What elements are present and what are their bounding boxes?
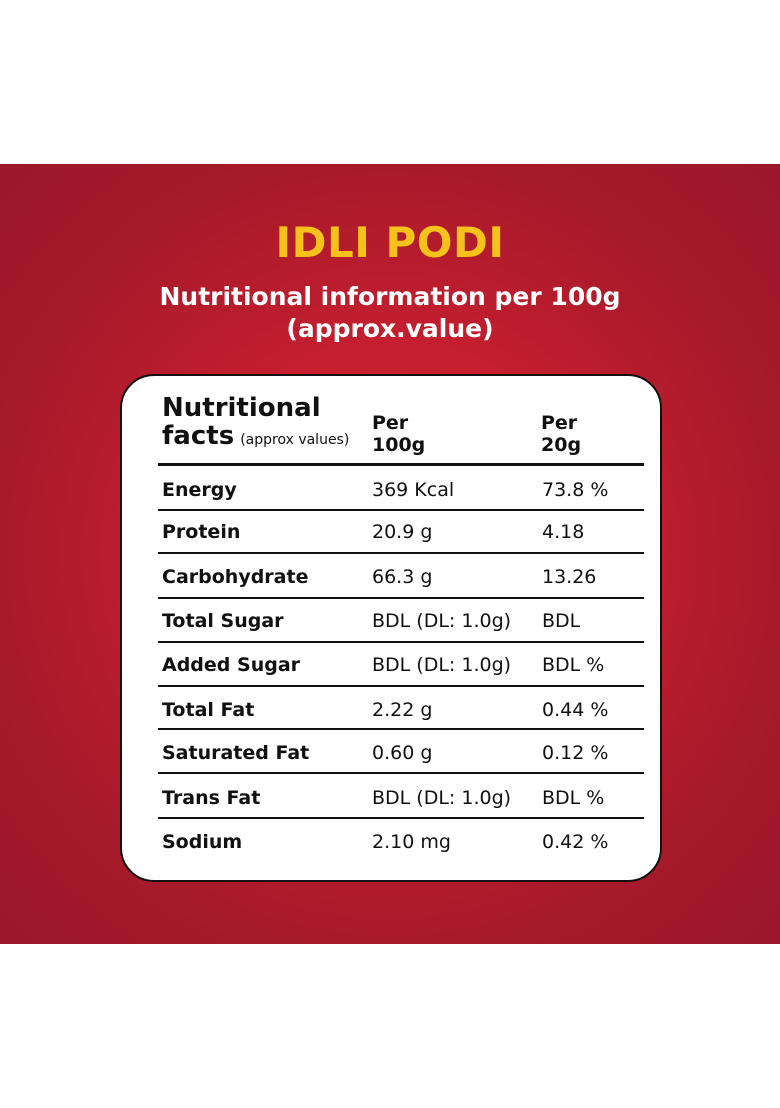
value-per-100g: BDL (DL: 1.0g): [372, 787, 512, 809]
nutrient-name: Sodium: [162, 831, 243, 853]
row-divider: [158, 641, 644, 643]
header-per-100g: Per 100g: [372, 412, 425, 456]
value-per-20g: BDL %: [542, 787, 605, 809]
row-divider: [158, 597, 644, 599]
header-facts-line-1: Nutritional: [162, 393, 321, 423]
value-per-100g: 369 Kcal: [372, 479, 455, 501]
table-row-energy: Energy 369 Kcal 73.8 %: [162, 468, 642, 512]
row-divider: [158, 728, 644, 730]
row-divider: [158, 817, 644, 819]
table-row-saturated-fat: Saturated Fat 0.60 g 0.12 %: [162, 731, 642, 775]
nutrient-name: Trans Fat: [162, 787, 261, 809]
value-per-100g: 20.9 g: [372, 521, 433, 543]
value-per-100g: BDL (DL: 1.0g): [372, 610, 512, 632]
row-divider: [158, 685, 644, 687]
nutrient-name: Saturated Fat: [162, 742, 310, 764]
value-per-20g: 73.8 %: [542, 479, 609, 501]
table-row-carbohydrate: Carbohydrate 66.3 g 13.26: [162, 555, 642, 599]
value-per-100g: 0.60 g: [372, 742, 433, 764]
header-per-20g-line-1: Per: [541, 412, 578, 434]
row-divider: [158, 552, 644, 554]
nutrient-name: Energy: [162, 479, 237, 501]
header-per-100g-line-1: Per: [372, 412, 409, 434]
header-divider: [158, 463, 644, 466]
value-per-100g: 2.22 g: [372, 699, 433, 721]
subtitle-line-2: (approx.value): [286, 314, 494, 343]
row-divider: [158, 772, 644, 774]
table-row-total-fat: Total Fat 2.22 g 0.44 %: [162, 688, 642, 732]
header-facts-line-2: facts (approx values): [162, 422, 349, 454]
table-row-total-sugar: Total Sugar BDL (DL: 1.0g) BDL: [162, 599, 642, 643]
header-per-100g-line-2: 100g: [372, 434, 426, 456]
header-nutritional-facts: Nutritional facts (approx values): [162, 394, 349, 454]
nutrient-name: Total Sugar: [162, 610, 284, 632]
product-title: IDLI PODI: [275, 218, 505, 267]
value-per-20g: 0.12 %: [542, 742, 609, 764]
header-facts-note: (approx values): [240, 432, 350, 448]
nutrient-name: Protein: [162, 521, 241, 543]
nutrient-name: Added Sugar: [162, 654, 301, 676]
subtitle-line-1: Nutritional information per 100g: [159, 282, 621, 311]
header-per-20g: Per 20g: [541, 412, 581, 456]
table-row-sodium: Sodium 2.10 mg 0.42 %: [162, 820, 642, 864]
value-per-20g: 13.26: [542, 566, 597, 588]
value-per-100g: 2.10 mg: [372, 831, 451, 853]
value-per-100g: BDL (DL: 1.0g): [372, 654, 512, 676]
header-per-20g-line-2: 20g: [541, 434, 582, 456]
table-row-added-sugar: Added Sugar BDL (DL: 1.0g) BDL %: [162, 643, 642, 687]
value-per-20g: 4.18: [542, 521, 585, 543]
table-row-trans-fat: Trans Fat BDL (DL: 1.0g) BDL %: [162, 776, 642, 820]
row-divider: [158, 509, 644, 511]
table-row-protein: Protein 20.9 g 4.18: [162, 510, 642, 554]
subtitle: Nutritional information per 100g (approx…: [0, 281, 780, 345]
header-facts-word: facts: [162, 421, 235, 451]
value-per-20g: BDL: [542, 610, 581, 632]
value-per-20g: 0.44 %: [542, 699, 609, 721]
value-per-20g: 0.42 %: [542, 831, 609, 853]
nutrition-table-card: Nutritional facts (approx values) Per 100…: [120, 374, 662, 882]
value-per-20g: BDL %: [542, 654, 605, 676]
nutrient-name: Total Fat: [162, 699, 255, 721]
nutrient-name: Carbohydrate: [162, 566, 309, 588]
value-per-100g: 66.3 g: [372, 566, 433, 588]
